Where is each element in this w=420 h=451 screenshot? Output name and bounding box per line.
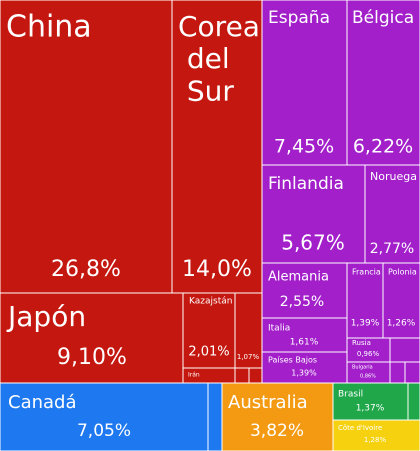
cell-label: Kazajstán [189,297,232,307]
cell [389,337,420,363]
value-label: 14,0% [182,257,252,282]
value-label: 5,67% [281,231,345,255]
cell-label: Italia [268,324,290,334]
value-label: 0,96% [357,350,380,358]
value-label: 3,82% [250,421,304,441]
value-label: 1,37% [356,404,385,414]
value-label: 6,22% [353,136,413,158]
cell [332,419,420,451]
value-label: 1,26% [387,319,416,329]
cell [407,382,420,421]
cell-label: China [6,10,92,45]
cell-label: Bulgaria [352,365,373,371]
cell [261,0,348,166]
cell-label: Rusia [352,339,371,347]
value-label: 1,39% [351,319,380,329]
cell-label: Países Bajos [268,356,317,365]
cell [346,262,384,339]
cell-label: Australia [228,392,308,413]
value-label: 1,07% [237,353,260,361]
cell [0,292,184,384]
value-label: 26,8% [51,257,121,282]
cell [171,0,263,294]
cell [261,351,348,384]
cell [0,382,209,451]
cell-label: Finlandia [268,174,344,194]
value-label: 2,77% [370,241,414,257]
cell [207,382,223,451]
value-label: 1,28% [364,436,387,444]
cell [364,164,420,264]
cell-label: Côte d'Ivoire [338,424,382,432]
cell [0,0,173,294]
value-label: 1,61% [290,338,319,348]
cell-label: Japón [6,300,86,333]
cell-label: Corea del Sur [178,10,260,107]
cell-label: Bélgica [352,8,414,28]
cell-label: España [268,8,330,28]
value-label: 9,10% [57,345,127,370]
cell-label: Francia [352,268,381,277]
cell [248,367,263,384]
value-label: 0,86% [360,374,376,380]
cell [404,361,420,384]
cell-label: Canadá [8,392,77,413]
cell [234,367,250,384]
cell [332,382,409,421]
cell [389,361,406,384]
value-label: 2,55% [280,294,324,310]
cell [261,262,348,319]
value-label: 1,39% [291,369,317,378]
cell-label: Irán [188,372,200,379]
cell [382,262,420,339]
cell [261,164,366,264]
cell-label: Brasil [338,390,363,400]
value-label: 7,05% [77,421,131,441]
cell-label: Alemania [268,270,329,285]
value-label: 7,45% [274,136,334,158]
value-label: 2,01% [188,345,229,360]
cell [182,292,236,369]
cell [221,382,334,451]
cell [346,0,420,166]
cell-label: Noruega [370,170,417,183]
cell-label: Polonia [388,268,417,277]
